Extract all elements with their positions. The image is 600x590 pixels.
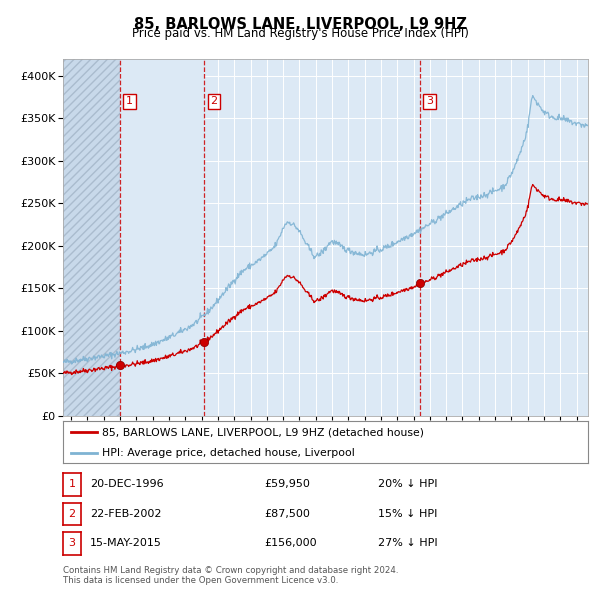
Text: Price paid vs. HM Land Registry's House Price Index (HPI): Price paid vs. HM Land Registry's House … — [131, 27, 469, 40]
Text: 15-MAY-2015: 15-MAY-2015 — [90, 539, 162, 548]
Text: 85, BARLOWS LANE, LIVERPOOL, L9 9HZ (detached house): 85, BARLOWS LANE, LIVERPOOL, L9 9HZ (det… — [103, 427, 424, 437]
Text: 20% ↓ HPI: 20% ↓ HPI — [378, 480, 437, 489]
Text: £87,500: £87,500 — [264, 509, 310, 519]
Text: 3: 3 — [68, 539, 76, 548]
Text: 20-DEC-1996: 20-DEC-1996 — [90, 480, 164, 489]
Text: 1: 1 — [68, 480, 76, 489]
Text: 3: 3 — [426, 97, 433, 106]
Text: 2: 2 — [211, 97, 218, 106]
Text: 85, BARLOWS LANE, LIVERPOOL, L9 9HZ: 85, BARLOWS LANE, LIVERPOOL, L9 9HZ — [134, 17, 466, 31]
Text: This data is licensed under the Open Government Licence v3.0.: This data is licensed under the Open Gov… — [63, 576, 338, 585]
Text: 15% ↓ HPI: 15% ↓ HPI — [378, 509, 437, 519]
Text: 1: 1 — [126, 97, 133, 106]
Text: 22-FEB-2002: 22-FEB-2002 — [90, 509, 161, 519]
Text: £156,000: £156,000 — [264, 539, 317, 548]
Text: 2: 2 — [68, 509, 76, 519]
Text: 27% ↓ HPI: 27% ↓ HPI — [378, 539, 437, 548]
Bar — [63, 59, 119, 416]
Text: HPI: Average price, detached house, Liverpool: HPI: Average price, detached house, Live… — [103, 448, 355, 457]
Text: £59,950: £59,950 — [264, 480, 310, 489]
Text: Contains HM Land Registry data © Crown copyright and database right 2024.: Contains HM Land Registry data © Crown c… — [63, 566, 398, 575]
Bar — [119, 59, 204, 416]
